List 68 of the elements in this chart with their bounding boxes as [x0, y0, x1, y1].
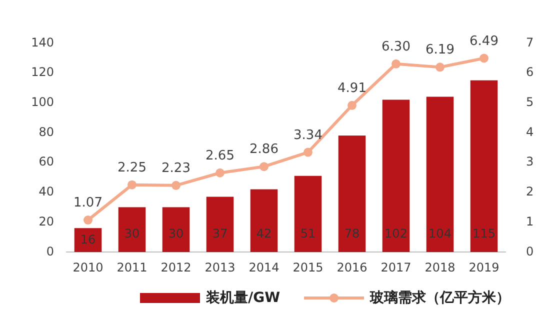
y-tick-label: 0 [46, 244, 54, 258]
data-label: 2.23 [162, 160, 190, 176]
data-label: 104 [428, 226, 452, 240]
x-tick-label: 2011 [116, 260, 148, 274]
data-label: 16 [80, 232, 96, 246]
data-label: 78 [344, 226, 360, 240]
y2-tick-label: 0 [526, 244, 534, 258]
bar [250, 189, 278, 252]
data-label: 4.91 [338, 80, 366, 96]
x-tick-label: 2019 [468, 260, 500, 274]
y-tick-label: 80 [38, 124, 54, 139]
legend-label: 玻璃需求（亿平方米） [369, 288, 510, 306]
data-label: 2.86 [250, 142, 278, 158]
y-tick-label: 140 [31, 35, 54, 50]
x-tick-label: 2014 [248, 260, 280, 274]
y-tick-label: 20 [38, 214, 54, 228]
bar [426, 96, 454, 252]
bar [470, 80, 498, 252]
data-label: 51 [300, 226, 316, 240]
bar [162, 207, 190, 252]
legend-label: 装机量/GW [205, 290, 280, 306]
y-tick-label: 60 [38, 154, 54, 169]
point [128, 180, 136, 190]
x-tick-label: 2013 [204, 260, 236, 274]
bar [206, 196, 234, 252]
x-tick-label: 2015 [292, 260, 324, 274]
point [304, 148, 312, 157]
y2-tick-label: 1 [526, 214, 534, 228]
point [436, 62, 444, 72]
data-label: 6.49 [470, 34, 498, 49]
data-label: 6.30 [382, 39, 410, 54]
bar [294, 176, 322, 252]
point [84, 216, 92, 225]
bar [74, 228, 102, 252]
data-label: 6.19 [426, 42, 454, 58]
y2-tick-label: 7 [526, 35, 534, 50]
data-label: 37 [212, 226, 228, 240]
y2-tick-label: 3 [526, 154, 534, 169]
y-tick-label: 40 [38, 184, 54, 199]
y2-tick-label: 5 [526, 94, 534, 109]
x-tick-label: 2016 [336, 260, 368, 274]
point [260, 162, 268, 172]
x-tick-label: 2012 [160, 260, 192, 274]
data-label: 30 [168, 226, 184, 240]
bar [338, 136, 366, 252]
bar [382, 100, 410, 252]
data-label: 102 [384, 226, 408, 240]
point [216, 168, 224, 178]
point [348, 100, 356, 110]
y2-tick-label: 6 [526, 65, 534, 80]
data-label: 3.34 [294, 128, 322, 143]
y-tick-label: 120 [31, 65, 54, 80]
data-label: 115 [472, 226, 496, 240]
data-label: 42 [256, 226, 272, 240]
data-label: 2.65 [206, 148, 234, 164]
x-tick-label: 2017 [380, 260, 412, 274]
x-tick-label: 2010 [72, 260, 104, 274]
y2-tick-label: 2 [526, 184, 534, 199]
point [480, 54, 488, 63]
y-tick-label: 100 [31, 94, 54, 109]
x-tick-label: 2018 [424, 260, 456, 274]
data-label: 1.07 [74, 196, 102, 211]
y2-tick-label: 4 [526, 124, 534, 139]
data-label: 30 [124, 226, 140, 240]
data-label: 2.25 [118, 160, 146, 176]
point [392, 59, 400, 68]
point [172, 180, 180, 190]
bar [118, 207, 146, 252]
